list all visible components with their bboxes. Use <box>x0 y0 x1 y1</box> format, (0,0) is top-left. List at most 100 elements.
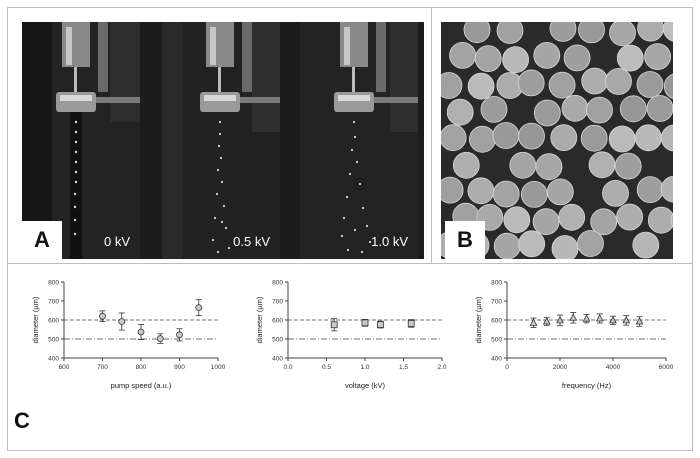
particle <box>578 22 605 44</box>
particle <box>480 96 508 123</box>
data-point <box>569 312 578 324</box>
particle <box>616 203 644 231</box>
particle <box>636 176 664 204</box>
y-tick-label: 700 <box>272 299 283 306</box>
particle <box>558 203 586 231</box>
data-point <box>156 333 164 344</box>
marker-circle <box>99 312 106 320</box>
panel-b-micrograph: B <box>441 22 673 259</box>
particle <box>647 206 673 234</box>
y-tick-label: 400 <box>48 356 59 363</box>
particle <box>509 151 537 179</box>
figure-frame <box>7 7 693 451</box>
particle <box>467 72 495 100</box>
particle <box>670 212 673 228</box>
marker-triangle <box>635 317 644 325</box>
voltage-label: 0 kV <box>103 234 130 249</box>
x-axis-label: voltage (kV) <box>345 381 386 390</box>
particle <box>660 175 673 203</box>
x-axis-label: pump speed (a.u.) <box>111 381 172 390</box>
particle <box>549 22 577 42</box>
particle <box>517 69 545 97</box>
marker-triangle <box>595 314 604 322</box>
y-tick-label: 500 <box>491 337 502 344</box>
particle <box>561 94 589 122</box>
marker-square <box>330 321 338 329</box>
particle <box>663 73 673 100</box>
particle <box>548 71 576 99</box>
particle <box>492 122 520 149</box>
marker-circle <box>137 328 145 336</box>
particle <box>614 152 642 180</box>
data-point <box>176 328 183 342</box>
particle <box>580 124 608 152</box>
data-point <box>118 312 126 331</box>
particle <box>518 122 545 150</box>
y-tick-label: 600 <box>48 318 59 325</box>
marker-square <box>361 319 369 327</box>
particle <box>441 124 467 152</box>
particle <box>663 22 673 42</box>
particle <box>588 151 616 179</box>
particle <box>632 231 660 259</box>
particle <box>546 178 574 206</box>
particle <box>449 42 477 69</box>
data-point <box>137 323 145 340</box>
photo-1-0kv: 1.0 kV <box>300 22 418 259</box>
data-point <box>361 319 369 327</box>
particle <box>469 125 496 153</box>
plot-pump-speed: 400 500 600 700 800 600 700 800 900 1000 pump spee… <box>31 280 226 391</box>
marker-triangle <box>556 316 564 324</box>
photo-0kv: 0 kV <box>22 22 140 259</box>
particle <box>636 71 664 98</box>
marker-circle <box>118 318 126 325</box>
y-axis-label: diameter (µm) <box>31 296 40 343</box>
particle <box>532 208 560 236</box>
nozzle-photo-image <box>162 22 280 259</box>
marker-circle <box>195 304 203 312</box>
marker-triangle <box>542 317 551 325</box>
x-tick-label: 600 <box>59 364 70 371</box>
x-tick-label: 700 <box>97 364 108 371</box>
data-point <box>556 314 564 327</box>
data-point <box>622 315 631 326</box>
particle <box>563 44 591 72</box>
particle <box>586 96 613 124</box>
plot-frequency: 400 500 600 700 800 0 2000 4000 6000 frequency (H… <box>474 280 674 391</box>
particle <box>463 22 491 44</box>
data-point <box>529 317 538 328</box>
y-axis-label: diameter (µm) <box>474 296 483 343</box>
panel-divider-vertical <box>431 7 432 263</box>
particle <box>502 46 529 73</box>
panel-a-photos: 0 kV 0.5 kV <box>22 22 424 259</box>
data-point <box>330 318 338 332</box>
nozzle-photo-image <box>300 22 418 259</box>
x-tick-label: 0.5 <box>322 364 331 371</box>
particle <box>518 230 546 258</box>
droplet-stream <box>73 120 78 236</box>
plot-voltage: 400 500 600 700 800 0.0 0.5 1.0 1.5 2.0 voltage (k… <box>255 280 447 391</box>
x-tick-label: 6000 <box>659 364 674 371</box>
particle <box>452 151 480 179</box>
marker-square <box>407 320 415 327</box>
y-tick-label: 400 <box>272 356 283 363</box>
x-tick-label: 800 <box>136 364 147 371</box>
x-tick-label: 4000 <box>606 364 621 371</box>
particle <box>533 42 561 69</box>
marker-triangle <box>622 316 631 324</box>
x-tick-label: 1000 <box>211 364 226 371</box>
particle <box>660 124 673 152</box>
y-tick-label: 700 <box>48 299 59 306</box>
data-point <box>609 315 617 325</box>
particle <box>533 99 561 127</box>
particle <box>441 176 464 204</box>
particle <box>609 22 636 47</box>
particle <box>581 67 609 95</box>
y-axis-label: diameter (µm) <box>255 296 264 343</box>
panel-divider-horizontal <box>7 263 693 264</box>
y-tick-label: 800 <box>491 280 502 287</box>
particle <box>535 153 563 181</box>
droplet-spray <box>211 120 231 254</box>
data-point <box>635 316 644 327</box>
y-tick-label: 800 <box>272 280 283 287</box>
